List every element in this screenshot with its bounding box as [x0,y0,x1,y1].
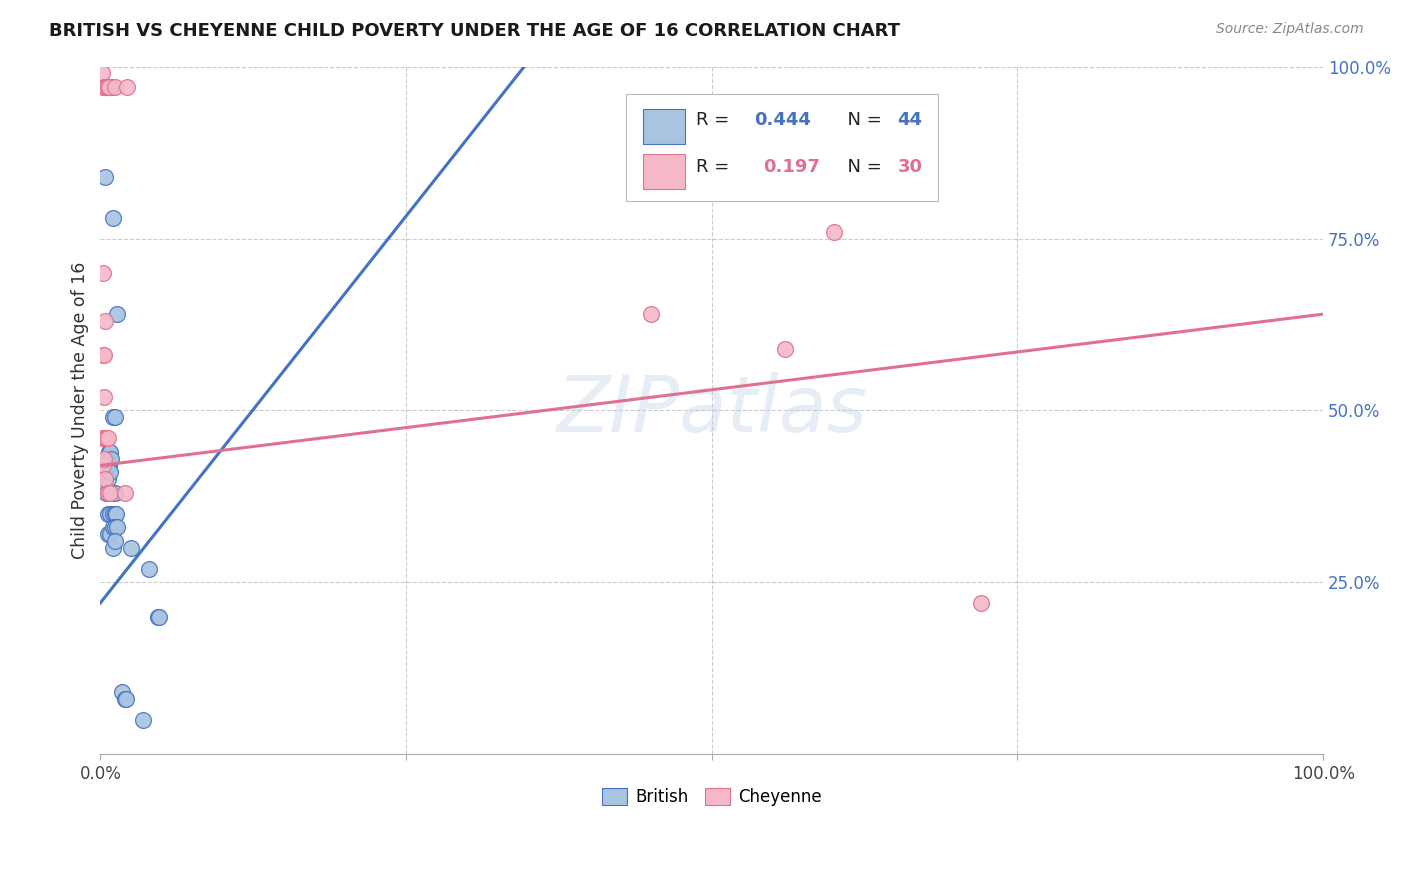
Point [101,507,124,521]
Point [117,80,139,95]
Text: R =: R = [696,112,735,129]
Point [101,211,124,225]
Text: 0.197: 0.197 [763,159,820,177]
Point [97,444,120,458]
Text: Source: ZipAtlas.com: Source: ZipAtlas.com [1216,22,1364,37]
Point [640,307,662,321]
Point [148,609,170,624]
Point [97,507,120,521]
Point [97,80,120,95]
Point [101,486,124,500]
Point [96,486,118,500]
Point [97,80,120,95]
Point [115,692,138,706]
Point [97,527,120,541]
Point [96,431,118,445]
Point [114,486,136,500]
Point [93,451,115,466]
FancyBboxPatch shape [644,154,685,189]
Point [97,431,120,445]
Point [114,692,136,706]
Text: N =: N = [837,112,889,129]
Text: ZIPatlas: ZIPatlas [557,372,868,449]
Point [91,348,114,362]
Point [94,80,117,95]
Text: R =: R = [696,159,741,177]
Point [94,472,117,486]
Point [104,520,127,534]
Point [98,486,121,500]
Point [132,713,155,727]
Point [98,507,121,521]
Point [93,390,115,404]
Point [101,410,124,425]
Point [773,342,796,356]
Point [100,451,122,466]
Point [93,80,115,95]
Point [105,507,128,521]
Point [94,80,117,95]
Point [91,458,114,473]
Point [93,348,115,362]
Legend: British, Cheyenne: British, Cheyenne [593,780,830,814]
Point [94,80,117,95]
Point [98,444,121,458]
Point [111,685,134,699]
Point [90,66,112,80]
Point [138,561,160,575]
Point [96,80,118,95]
Point [93,80,115,95]
Point [146,609,169,624]
Point [104,410,127,425]
Point [97,80,120,95]
Point [93,431,115,445]
Text: 0.444: 0.444 [755,112,811,129]
Point [98,527,121,541]
Point [94,314,117,328]
Point [97,80,120,95]
Point [104,486,127,500]
Text: N =: N = [837,159,889,177]
Point [104,534,127,549]
Point [120,541,142,555]
Point [96,80,118,95]
Point [91,266,114,280]
Point [96,80,118,95]
Point [97,80,120,95]
Point [101,541,124,555]
Point [101,520,124,534]
Point [823,225,845,239]
Point [970,596,993,610]
FancyBboxPatch shape [626,94,938,201]
Point [107,520,129,534]
FancyBboxPatch shape [644,110,685,145]
Point [107,307,129,321]
Point [104,507,127,521]
Point [98,465,121,479]
Point [94,431,117,445]
Point [93,80,115,95]
Point [97,80,120,95]
Text: BRITISH VS CHEYENNE CHILD POVERTY UNDER THE AGE OF 16 CORRELATION CHART: BRITISH VS CHEYENNE CHILD POVERTY UNDER … [49,22,900,40]
Point [96,80,118,95]
Point [97,472,120,486]
Point [91,431,114,445]
Point [97,458,120,473]
Y-axis label: Child Poverty Under the Age of 16: Child Poverty Under the Age of 16 [72,261,89,559]
Point [94,169,117,184]
Point [104,80,127,95]
Text: 44: 44 [897,112,922,129]
Point [100,80,122,95]
Text: 30: 30 [897,159,922,177]
Point [97,486,120,500]
